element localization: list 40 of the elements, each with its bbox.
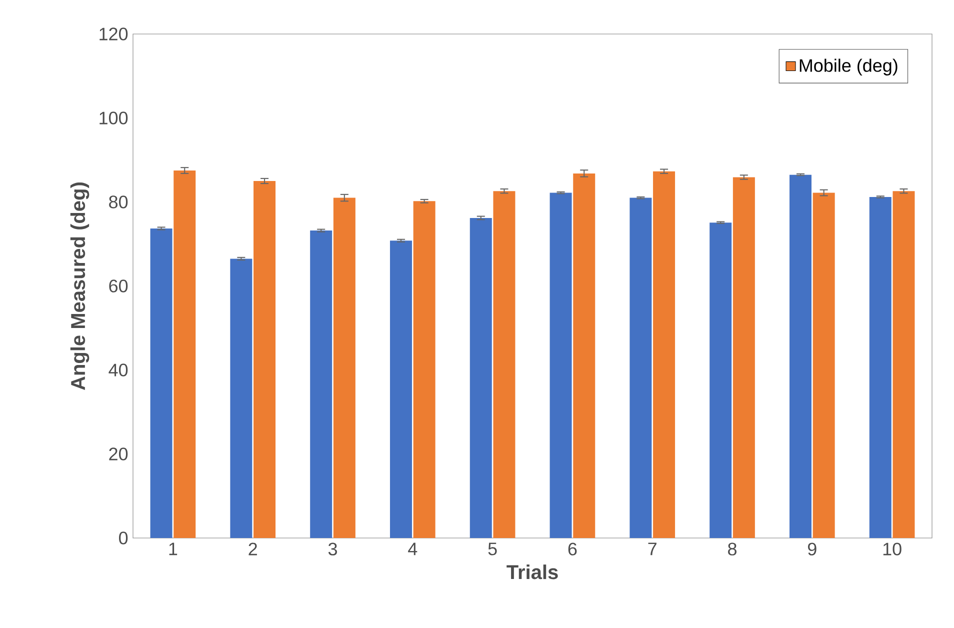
bar: [470, 218, 492, 538]
bar: [413, 201, 436, 538]
bar: [812, 192, 835, 538]
bar: [230, 258, 252, 538]
legend-label: Mobile (deg): [800, 58, 898, 76]
x-tick-label: 5: [488, 542, 497, 556]
bar: [493, 191, 516, 538]
x-tick-label: 2: [248, 542, 257, 556]
x-tick-label: 4: [408, 542, 418, 556]
bar: [310, 230, 332, 538]
x-axis-title: Trials: [506, 564, 558, 580]
bar: [174, 170, 196, 538]
bar: [869, 196, 892, 538]
x-tick-label: 9: [808, 542, 816, 556]
y-tick-label: 40: [108, 364, 128, 376]
y-tick-label: 60: [109, 280, 128, 292]
y-tick-label: 80: [109, 196, 128, 208]
y-axis-title: Angle Measured (deg): [70, 182, 90, 390]
bar: [550, 192, 572, 538]
bar: [653, 171, 676, 538]
x-tick-label: 1: [169, 542, 178, 556]
x-tick-label: 8: [728, 542, 736, 556]
x-tick-label: 7: [648, 542, 656, 556]
bar: [254, 180, 276, 538]
bar: [150, 228, 172, 538]
bar: [573, 173, 596, 538]
x-tick-label: 10: [883, 542, 902, 556]
y-tick-label: 0: [119, 532, 128, 544]
y-tick-label: 100: [100, 112, 128, 124]
y-tick-label: 20: [109, 448, 128, 460]
bar: [630, 198, 652, 538]
bar: [732, 177, 755, 538]
x-tick-label: 3: [328, 542, 337, 556]
bar: [790, 174, 812, 538]
y-tick-label: 120: [100, 28, 128, 40]
bar: [390, 240, 412, 538]
bar: [333, 198, 356, 538]
x-tick-label: 6: [568, 542, 577, 556]
bar: [710, 222, 732, 538]
bar: [892, 191, 915, 538]
